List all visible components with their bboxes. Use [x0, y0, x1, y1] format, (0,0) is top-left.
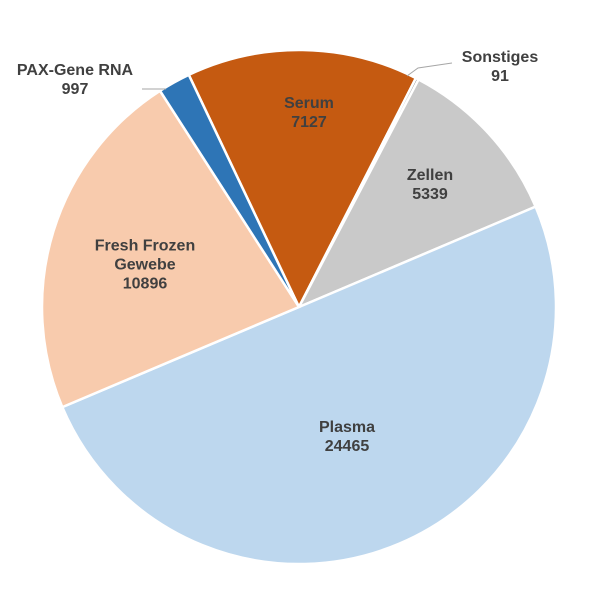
data-label: Sonstiges 91 — [462, 48, 538, 86]
leader-line — [406, 62, 453, 77]
value-label: 997 — [61, 81, 89, 98]
data-label: Serum 7127 — [284, 94, 334, 132]
data-label: Fresh Frozen Gewebe 10896 — [80, 237, 210, 294]
value-label: 24465 — [324, 438, 370, 455]
pie-slice — [40, 89, 301, 409]
category-label: PAX-Gene RNA — [16, 62, 134, 79]
pie-slice — [158, 73, 301, 308]
value-label: 91 — [491, 68, 509, 85]
pie-slice — [296, 77, 538, 310]
data-label: Zellen 5339 — [407, 166, 453, 204]
data-label: PAX-Gene RNA 997 — [17, 61, 133, 99]
data-label: Plasma 24465 — [319, 418, 375, 456]
value-label: 5339 — [412, 186, 448, 203]
value-label: 7127 — [291, 114, 327, 131]
value-label: 10896 — [122, 275, 168, 293]
pie-slice — [60, 205, 558, 566]
category-label: Serum — [284, 95, 334, 112]
category-label: Sonstiges — [461, 49, 539, 66]
category-label: Plasma — [318, 419, 376, 436]
category-label: Zellen — [406, 167, 454, 184]
category-label: Fresh Frozen Gewebe — [94, 237, 196, 274]
pie-slice — [187, 48, 418, 310]
